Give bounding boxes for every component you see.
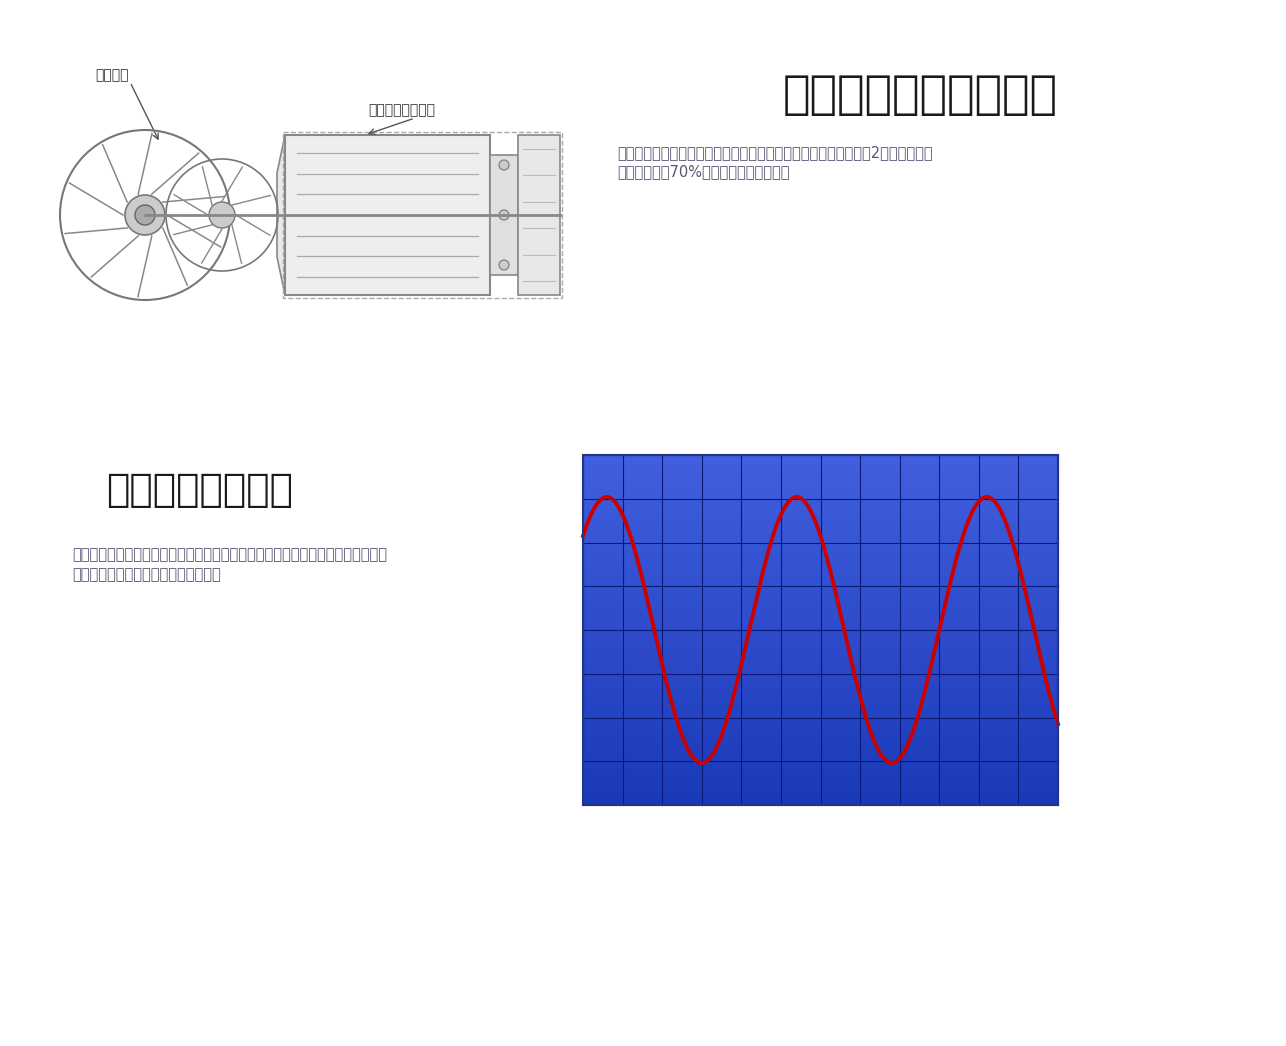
Text: 高速电机直接驱动双级叶轮，取消了常规离心机的增速齿轮装置和2个径向轴承，: 高速电机直接驱动双级叶轮，取消了常规离心机的增速齿轮装置和2个径向轴承， bbox=[617, 145, 932, 160]
Bar bbox=[583, 481, 1058, 491]
Bar bbox=[583, 517, 1058, 525]
Bar bbox=[583, 604, 1058, 613]
Circle shape bbox=[135, 205, 156, 225]
Bar bbox=[583, 639, 1058, 649]
Circle shape bbox=[499, 210, 509, 220]
Bar bbox=[583, 455, 1058, 464]
Bar bbox=[583, 770, 1058, 779]
Bar bbox=[583, 473, 1058, 482]
Bar bbox=[583, 551, 1058, 561]
Bar bbox=[583, 674, 1058, 683]
Circle shape bbox=[210, 202, 235, 228]
Text: 机械损失降低70%以上，提高机组效率。: 机械损失降低70%以上，提高机组效率。 bbox=[617, 164, 790, 180]
Bar bbox=[285, 135, 490, 295]
Bar bbox=[583, 499, 1058, 508]
Circle shape bbox=[499, 160, 509, 170]
Bar bbox=[583, 656, 1058, 665]
Bar bbox=[490, 155, 518, 275]
Bar bbox=[583, 569, 1058, 578]
Text: 机载正弦波变频器: 机载正弦波变频器 bbox=[107, 471, 293, 509]
Bar bbox=[583, 709, 1058, 718]
Bar bbox=[583, 761, 1058, 771]
Bar bbox=[583, 586, 1058, 595]
Bar bbox=[583, 595, 1058, 605]
Bar bbox=[583, 718, 1058, 727]
Bar bbox=[583, 543, 1058, 551]
Bar bbox=[583, 779, 1058, 788]
Bar bbox=[583, 682, 1058, 691]
Bar bbox=[583, 726, 1058, 735]
Bar bbox=[583, 525, 1058, 535]
Bar bbox=[583, 630, 1058, 639]
Bar bbox=[583, 752, 1058, 761]
Bar bbox=[583, 744, 1058, 753]
Text: 高速永磁同步电机: 高速永磁同步电机 bbox=[368, 103, 435, 117]
Bar bbox=[583, 788, 1058, 797]
Text: 双级叶轮: 双级叶轮 bbox=[95, 68, 129, 82]
Bar bbox=[583, 533, 1058, 543]
Bar bbox=[583, 700, 1058, 709]
Text: 高速永磁同步无位置传感器精确控制技术，无需探头即可感知电机转子位置，时刻: 高速永磁同步无位置传感器精确控制技术，无需探头即可感知电机转子位置，时刻 bbox=[72, 547, 387, 563]
Bar bbox=[583, 647, 1058, 657]
Bar bbox=[583, 455, 1058, 805]
Bar bbox=[583, 621, 1058, 631]
Bar bbox=[583, 735, 1058, 745]
Bar bbox=[583, 463, 1058, 473]
Bar bbox=[583, 691, 1058, 701]
Bar bbox=[583, 796, 1058, 805]
Text: 高速电机直驱双级叶轮: 高速电机直驱双级叶轮 bbox=[782, 72, 1057, 117]
Bar bbox=[518, 135, 559, 295]
Bar bbox=[583, 490, 1058, 499]
Bar bbox=[583, 577, 1058, 587]
Polygon shape bbox=[276, 135, 285, 295]
Circle shape bbox=[499, 260, 509, 270]
Bar bbox=[583, 613, 1058, 621]
Bar bbox=[283, 132, 562, 298]
Bar bbox=[583, 560, 1058, 569]
Bar bbox=[583, 507, 1058, 517]
Text: 精确监测电机角度位置，提高可靠性；: 精确监测电机角度位置，提高可靠性； bbox=[72, 568, 221, 583]
Circle shape bbox=[125, 195, 165, 235]
Bar bbox=[583, 665, 1058, 675]
